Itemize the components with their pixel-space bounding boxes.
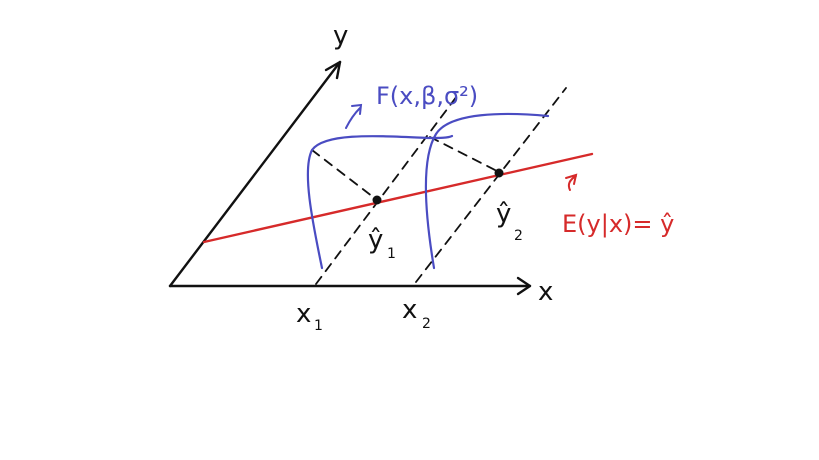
- x-axis-arrowhead: [516, 276, 532, 296]
- regression-label: E(y|x)= ŷ: [562, 210, 674, 238]
- fitted-label-2: ŷ 2: [496, 199, 523, 244]
- svg-text:1: 1: [387, 246, 396, 262]
- distribution-pointer-arrow: [345, 103, 363, 129]
- regression-pointer-arrow: [565, 173, 578, 191]
- distribution-label: F(x,β,σ²): [376, 82, 478, 110]
- distribution-curves: [306, 112, 550, 270]
- dashed-guides: [311, 87, 567, 285]
- svg-text:x: x: [296, 299, 311, 329]
- dashed-peak-to-y1: [311, 149, 378, 201]
- fitted-point-2: [494, 168, 504, 178]
- svg-text:ŷ: ŷ: [368, 225, 383, 255]
- y-axis-label: y: [333, 21, 348, 51]
- fitted-label-1: ŷ 1: [368, 225, 396, 262]
- y-axis: [168, 60, 342, 288]
- x-tick-label-1: x 1: [296, 299, 323, 334]
- svg-text:x: x: [402, 295, 417, 325]
- dashed-line-x1: [315, 91, 461, 285]
- x-axis-label: x: [538, 277, 553, 307]
- distribution-curve-2: [424, 112, 550, 270]
- axes: [168, 60, 532, 296]
- svg-text:ŷ: ŷ: [496, 199, 511, 229]
- y-axis-arrowhead: [324, 60, 342, 80]
- dashed-line-x2: [415, 87, 567, 283]
- regression-line: [202, 152, 594, 244]
- svg-text:1: 1: [314, 318, 323, 334]
- distribution-curve-1: [306, 134, 454, 270]
- dashed-peak-to-y2: [429, 136, 500, 173]
- x-tick-label-2: x 2: [402, 295, 431, 332]
- fitted-point-1: [372, 195, 382, 205]
- svg-text:2: 2: [514, 228, 523, 244]
- svg-text:2: 2: [422, 316, 431, 332]
